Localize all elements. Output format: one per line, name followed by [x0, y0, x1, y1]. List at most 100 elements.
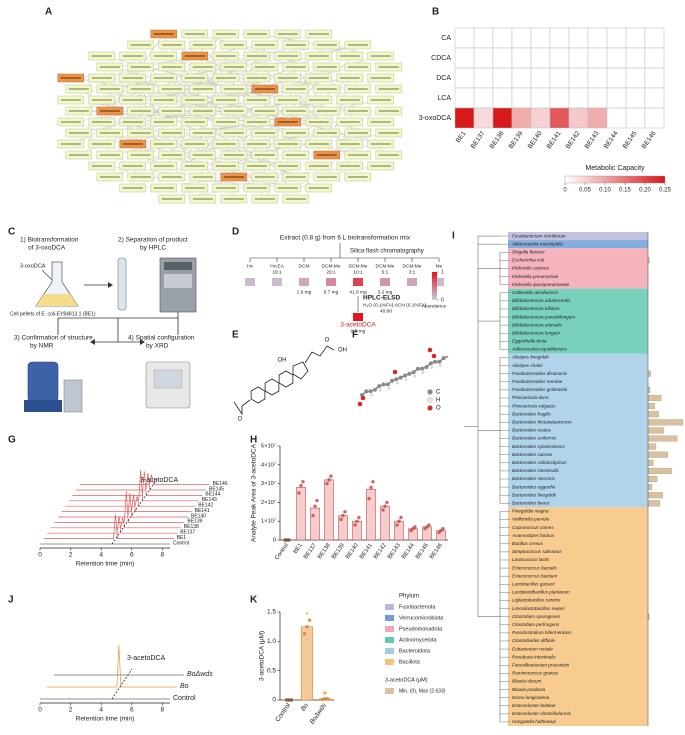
heatmap-cell [568, 27, 589, 49]
panel-letter: D [232, 227, 239, 238]
x-tick-label: BE139 [331, 543, 346, 561]
leaf-label: Shigella flexneri [512, 249, 545, 254]
x-tick-label: 6 [130, 552, 134, 559]
x-tick-label: Control [274, 543, 290, 562]
column-label: BE141 [546, 130, 563, 150]
point [325, 697, 330, 701]
fraction-label: 19:1 [272, 269, 282, 275]
node-text-placeholder [339, 55, 360, 57]
node-text-placeholder [161, 198, 182, 200]
node-text-placeholder [254, 198, 275, 200]
heatmap-cell [549, 107, 570, 129]
acetyl [233, 399, 251, 416]
network-edge [101, 77, 111, 112]
leaf-bar [647, 411, 659, 418]
heatmap-cell [473, 27, 494, 49]
node-text-placeholder [130, 110, 151, 112]
panel-letter: A [45, 7, 52, 18]
heatmap-cell [606, 67, 627, 89]
label: Abundance [422, 303, 447, 309]
leaf-label: Escherichia coli [512, 258, 545, 263]
node-text-placeholder [316, 132, 337, 134]
atom [407, 371, 412, 376]
node-text-placeholder [285, 44, 306, 46]
point [305, 624, 309, 629]
xrd-window [153, 369, 183, 389]
point [302, 632, 307, 636]
legend-swatch [427, 397, 433, 403]
node-text-placeholder [184, 121, 205, 123]
leaf-label: Bacteroides ovatus [512, 428, 552, 433]
node-text-placeholder [316, 88, 337, 90]
point [287, 538, 291, 542]
heatmap-cell [587, 87, 608, 109]
node-text-placeholder [99, 110, 120, 112]
node-text-placeholder [378, 66, 399, 68]
column-label: BE1 [455, 130, 468, 144]
label: 4) Spatial configuration [128, 335, 195, 342]
point [284, 698, 289, 702]
hplc-unit [164, 274, 192, 288]
trace [58, 492, 188, 518]
arrow-head [90, 339, 95, 345]
heatmap-cell [473, 107, 494, 129]
heatmap-cell [625, 87, 646, 109]
atom [428, 361, 433, 366]
heatmap-cell [625, 27, 646, 49]
network-edge [101, 143, 203, 178]
atom-o [427, 347, 433, 353]
node-text-placeholder [153, 55, 174, 57]
node-text-placeholder [91, 121, 112, 123]
trace [61, 494, 192, 512]
trace-label: Control [173, 540, 189, 546]
heatmap-cell [492, 47, 513, 69]
node-text-placeholder [308, 165, 329, 167]
atom-h [396, 381, 399, 385]
x-tick-label: BE138 [317, 543, 332, 561]
leaf-label: Bacteroides thetaiotaomicron [512, 420, 572, 425]
network-edge [132, 99, 203, 134]
leaf-label: Blautia producta [512, 687, 546, 692]
heatmap-cell [644, 27, 665, 49]
nmr-base [24, 400, 62, 412]
node-text-placeholder [91, 99, 112, 101]
leaf-label: Paraclostridium bifermentans [512, 630, 572, 635]
network-edge [101, 110, 358, 145]
arrow-head [108, 282, 113, 288]
point [329, 474, 333, 478]
node-text-placeholder [246, 165, 267, 167]
leaf-label: Bifidobacterium longum [512, 330, 560, 335]
trace [43, 514, 174, 539]
node-text-placeholder [122, 55, 143, 57]
node-text-placeholder [316, 110, 337, 112]
leaf-label: Parabacteroides goldsteinii [512, 387, 568, 392]
leaf-bar [647, 451, 669, 458]
node-text-placeholder [192, 198, 213, 200]
leaf-label: Bacteroides intestinalis [512, 468, 560, 473]
row-label: DCA [436, 75, 451, 82]
label: 2) Separation of product [118, 237, 188, 244]
leaf-label: Bacteroides stercoris [512, 476, 556, 481]
node-text-placeholder [91, 77, 112, 79]
bar [310, 507, 320, 541]
x-tick-label: BE145 [415, 543, 430, 561]
node-text-placeholder [277, 55, 298, 57]
panel-letter: F [352, 330, 358, 341]
legend-label: H [436, 398, 440, 404]
panel-letter: J [8, 595, 14, 606]
atom [381, 382, 386, 387]
node-text-placeholder [246, 55, 267, 57]
leaf-label: Collinsella aerofaciens [512, 290, 559, 295]
guide [111, 668, 133, 700]
network-edge [233, 55, 350, 90]
point [355, 519, 359, 523]
colorbar-tick-label: 0.20 [639, 188, 651, 194]
colorbar-tick-label: 0.10 [599, 188, 611, 194]
atom [437, 359, 442, 364]
trace [47, 516, 178, 534]
column-label: BE139 [508, 130, 525, 150]
node-text-placeholder [192, 154, 213, 156]
legend-swatch [385, 688, 394, 694]
fraction-label: 10:1 [353, 269, 363, 275]
node-text-placeholder [184, 33, 205, 35]
